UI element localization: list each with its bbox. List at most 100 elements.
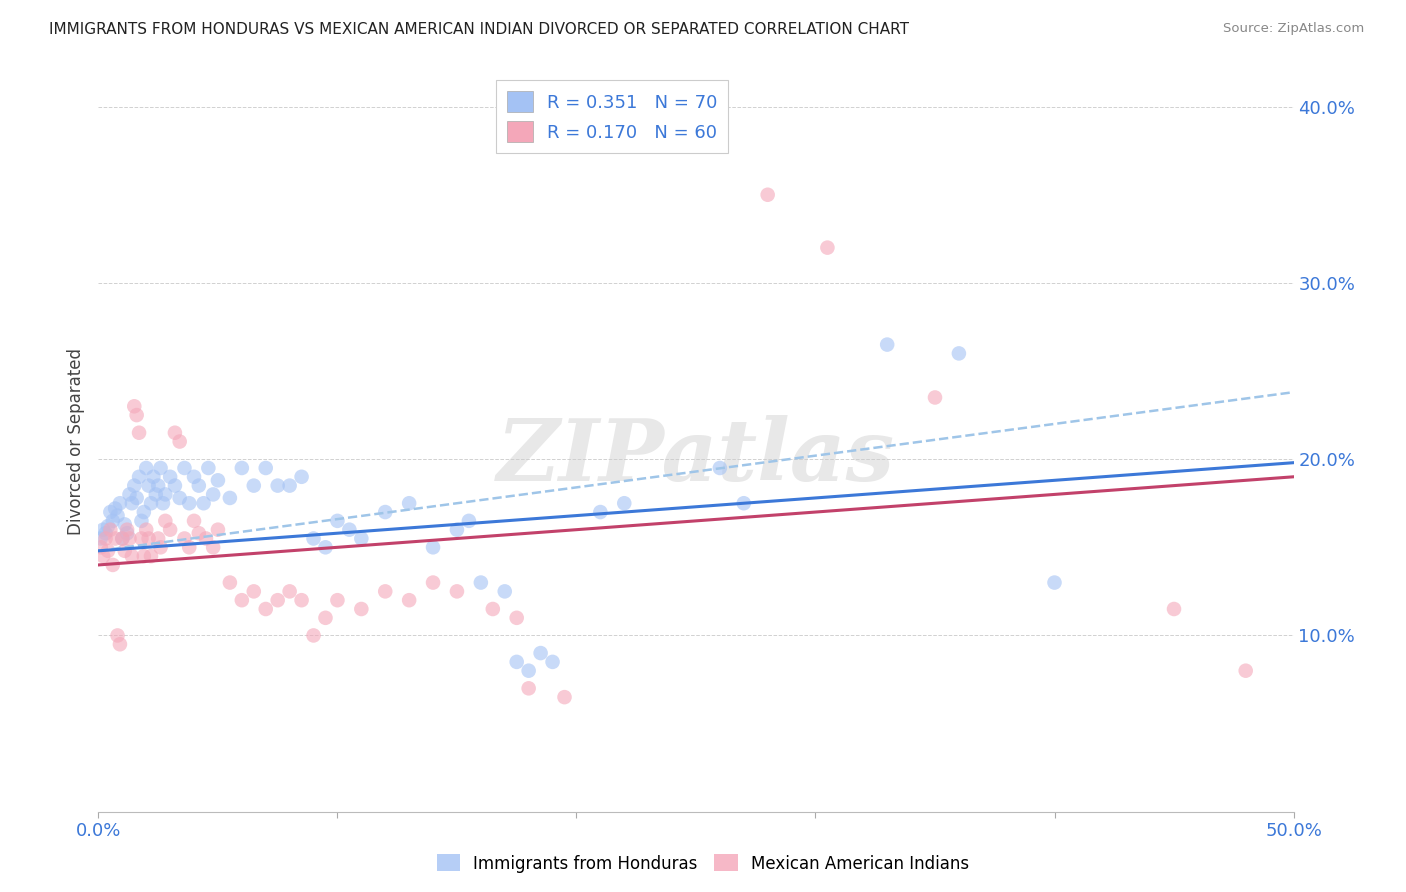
Point	[104, 532, 127, 546]
Point	[94, 532, 117, 546]
Point	[350, 602, 373, 616]
Point	[1163, 602, 1185, 616]
Point	[179, 541, 201, 555]
Point	[243, 584, 266, 599]
Point	[506, 611, 529, 625]
Point	[132, 549, 155, 563]
Point	[163, 425, 186, 440]
Point	[733, 496, 755, 510]
Legend: R = 0.351   N = 70, R = 0.170   N = 60: R = 0.351 N = 70, R = 0.170 N = 60	[496, 80, 728, 153]
Point	[446, 584, 468, 599]
Point	[422, 541, 444, 555]
Point	[101, 558, 124, 572]
Point	[148, 478, 170, 492]
Point	[183, 470, 205, 484]
Point	[107, 508, 129, 523]
Point	[169, 434, 191, 449]
Point	[149, 541, 172, 555]
Point	[118, 532, 141, 546]
Point	[121, 496, 143, 510]
Point	[481, 602, 505, 616]
Point	[173, 461, 195, 475]
Point	[128, 470, 150, 484]
Point	[114, 544, 136, 558]
Point	[148, 532, 170, 546]
Point	[398, 496, 420, 510]
Point	[169, 491, 191, 505]
Point	[302, 532, 325, 546]
Point	[202, 487, 225, 501]
Point	[291, 593, 314, 607]
Point	[267, 478, 290, 492]
Y-axis label: Divorced or Separated: Divorced or Separated	[66, 348, 84, 535]
Point	[302, 628, 325, 642]
Point	[315, 541, 337, 555]
Point	[163, 478, 186, 492]
Point	[709, 461, 731, 475]
Point	[254, 461, 277, 475]
Point	[97, 519, 120, 533]
Point	[350, 532, 373, 546]
Point	[197, 461, 219, 475]
Point	[132, 505, 155, 519]
Point	[254, 602, 277, 616]
Point	[101, 514, 124, 528]
Point	[115, 526, 138, 541]
Point	[124, 399, 146, 413]
Point	[114, 517, 136, 532]
Point	[207, 523, 229, 537]
Point	[187, 526, 209, 541]
Point	[98, 523, 122, 537]
Point	[108, 496, 131, 510]
Point	[339, 523, 361, 537]
Point	[125, 408, 148, 422]
Point	[187, 478, 209, 492]
Point	[149, 461, 172, 475]
Point	[90, 541, 112, 555]
Point	[193, 496, 215, 510]
Text: ZIPatlas: ZIPatlas	[496, 415, 896, 498]
Point	[315, 611, 337, 625]
Point	[202, 541, 225, 555]
Point	[108, 637, 131, 651]
Point	[374, 584, 396, 599]
Point	[155, 514, 177, 528]
Point	[195, 532, 218, 546]
Point	[948, 346, 970, 360]
Point	[115, 523, 138, 537]
Point	[94, 526, 117, 541]
Point	[139, 496, 162, 510]
Point	[291, 470, 314, 484]
Point	[142, 470, 165, 484]
Point	[506, 655, 529, 669]
Point	[326, 593, 349, 607]
Point	[517, 681, 540, 696]
Point	[128, 425, 150, 440]
Point	[159, 470, 181, 484]
Point	[135, 461, 157, 475]
Point	[155, 487, 177, 501]
Point	[398, 593, 420, 607]
Point	[111, 532, 134, 546]
Point	[589, 505, 612, 519]
Point	[278, 584, 301, 599]
Point	[125, 491, 148, 505]
Point	[278, 478, 301, 492]
Point	[179, 496, 201, 510]
Point	[118, 487, 141, 501]
Point	[131, 532, 153, 546]
Point	[97, 544, 120, 558]
Point	[326, 514, 349, 528]
Point	[756, 187, 779, 202]
Point	[924, 391, 946, 405]
Point	[131, 514, 153, 528]
Point	[1234, 664, 1257, 678]
Point	[159, 523, 181, 537]
Point	[815, 241, 838, 255]
Point	[121, 549, 143, 563]
Point	[173, 532, 195, 546]
Point	[138, 478, 160, 492]
Point	[219, 575, 242, 590]
Point	[458, 514, 481, 528]
Point	[374, 505, 396, 519]
